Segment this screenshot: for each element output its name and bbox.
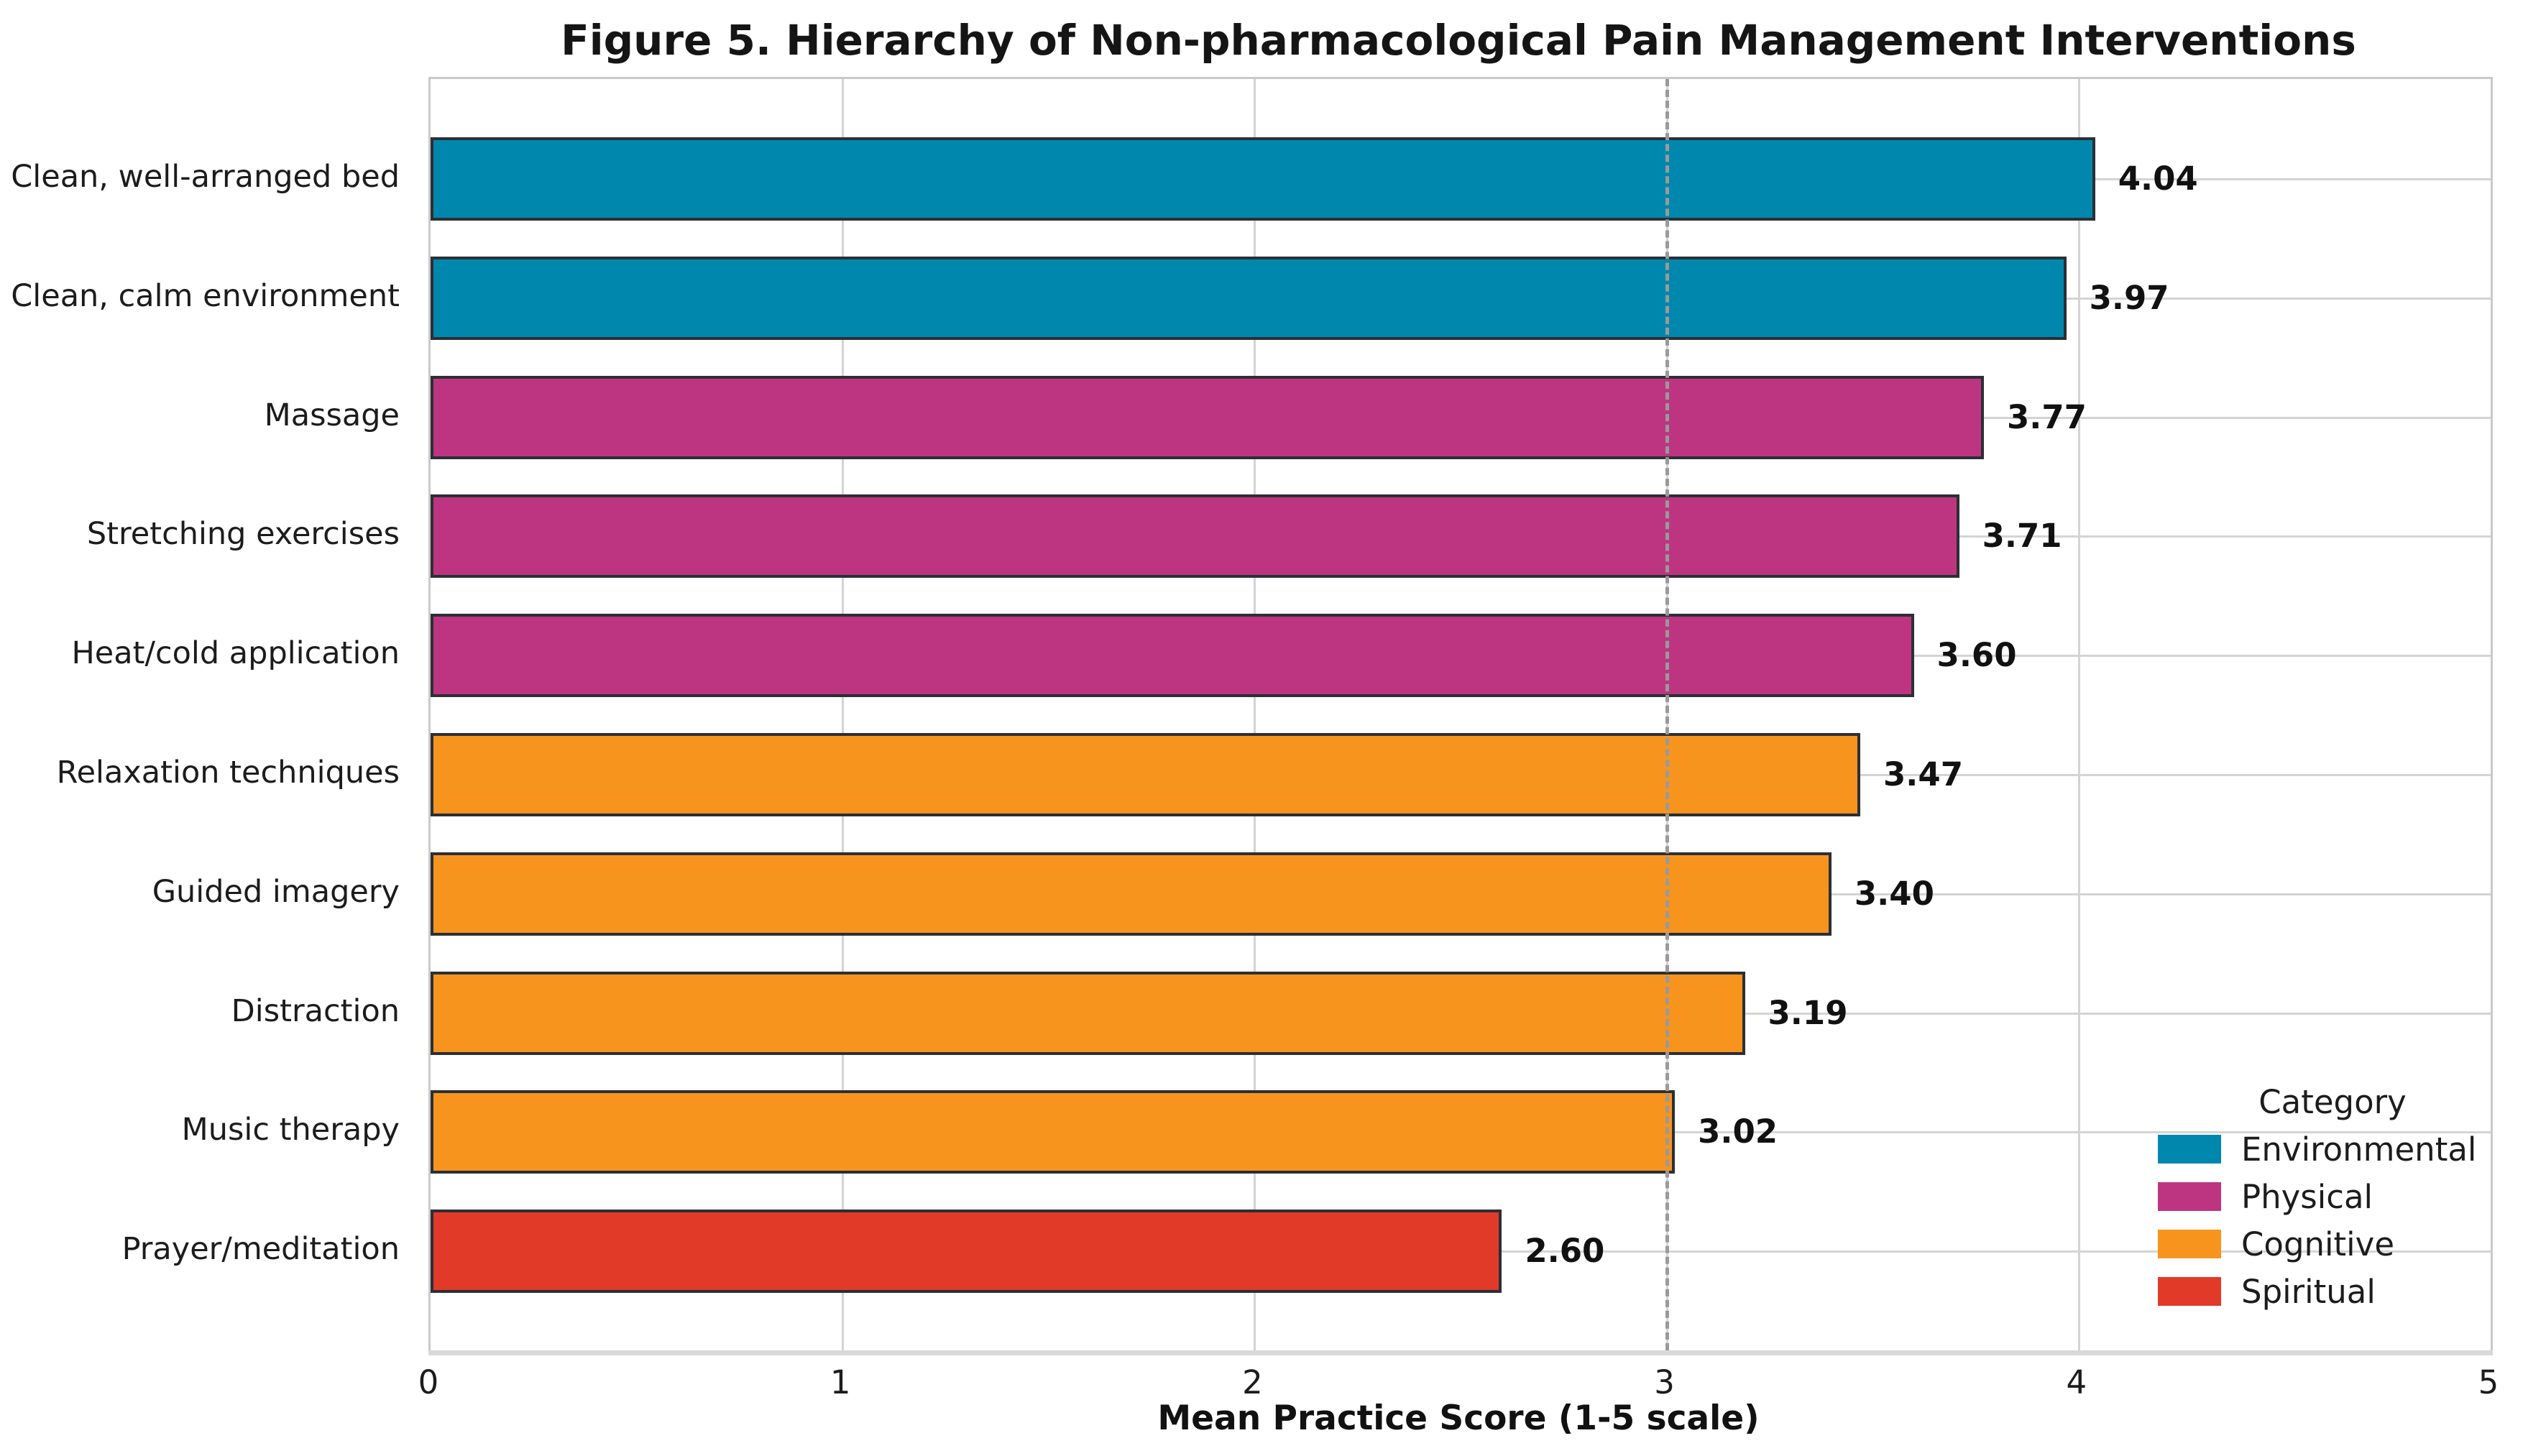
bar-spiritual [431,1210,1502,1294]
y-axis-label: Massage [264,397,400,433]
figure-title: Figure 5. Hierarchy of Non-pharmacologic… [561,16,2356,65]
reference-line [1665,79,1669,1350]
bar-value-label: 3.19 [1768,993,1848,1032]
bar-physical [431,614,1914,698]
y-axis-label: Relaxation techniques [56,755,400,791]
bar-value-label: 3.71 [1982,517,2062,556]
legend-swatch-physical [2158,1182,2221,1211]
legend-label: Cognitive [2241,1225,2395,1263]
bar-value-label: 3.60 [1936,636,2017,675]
legend-entry: Environmental [2158,1125,2507,1173]
x-tick-label: 2 [1242,1363,1263,1401]
legend-swatch-cognitive [2158,1230,2221,1258]
bar-cognitive [431,733,1860,816]
legend-label: Environmental [2241,1130,2477,1169]
y-axis-label: Music therapy [181,1112,400,1148]
x-axis-title: Mean Practice Score (1-5 scale) [1157,1399,1760,1438]
bar-value-label: 4.04 [2118,160,2198,198]
plot-area: 4.04 3.97 3.77 3.71 3.60 3.47 3.40 3.19 3.02 2.60 [428,77,2493,1353]
bar-value-label: 3.97 [2089,278,2169,317]
legend-entry: Cognitive [2158,1220,2507,1268]
legend-label: Physical [2241,1177,2373,1216]
bar-cognitive [431,971,1745,1055]
x-tick-label: 3 [1654,1363,1675,1401]
x-tick-label: 0 [418,1363,439,1401]
bar-physical [431,494,1959,579]
legend-swatch-spiritual [2158,1277,2221,1306]
bar-environmental [431,137,2095,221]
bar-value-label: 2.60 [1525,1232,1605,1271]
y-axis-label: Prayer/meditation [121,1231,400,1268]
bar-value-label: 3.40 [1854,874,1934,913]
gridline-vertical [1254,79,1256,1350]
legend-entry: Physical [2158,1173,2507,1220]
y-axis-label: Heat/cold application [71,635,400,672]
x-axis-spine [428,1350,2493,1355]
bar-value-label: 3.47 [1883,755,1964,793]
y-axis-label: Clean, calm environment [11,277,400,314]
y-axis-label: Distraction [231,992,400,1029]
y-axis-label: Clean, well-arranged bed [11,159,400,195]
y-axis-label: Guided imagery [152,873,400,910]
bar-environmental [431,256,2067,340]
legend-label: Spiritual [2241,1272,2376,1311]
gridline-vertical [2077,79,2080,1350]
x-tick-label: 1 [829,1363,851,1401]
x-tick-label: 4 [2066,1363,2087,1401]
legend-swatch-environmental [2158,1135,2221,1164]
legend-entry: Spiritual [2158,1268,2507,1315]
bar-value-label: 3.02 [1698,1112,1778,1151]
bar-physical [431,375,1984,459]
gridline-vertical [842,79,845,1350]
legend: Category Environmental Physical Cognitive S… [2158,1079,2507,1315]
bar-cognitive [431,1090,1676,1174]
legend-title: Category [2258,1083,2407,1121]
x-tick-label: 5 [2478,1363,2499,1401]
y-axis-label: Stretching exercises [86,516,400,553]
bar-value-label: 3.77 [2006,397,2087,436]
bar-cognitive [431,852,1832,936]
